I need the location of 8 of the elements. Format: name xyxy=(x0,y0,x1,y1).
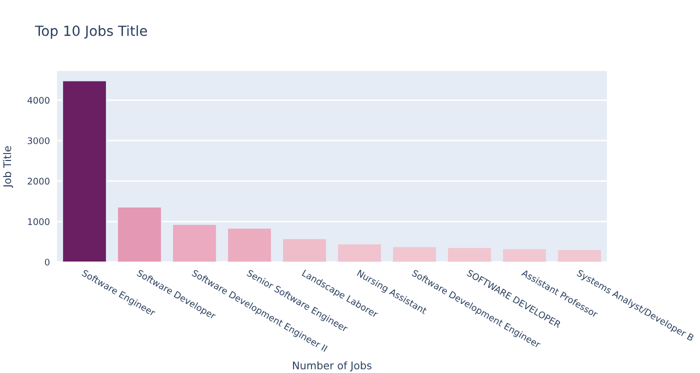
chart-title: Top 10 Jobs Title xyxy=(34,25,148,39)
y-tick-label: 4000 xyxy=(28,96,50,104)
y-tick-label: 0 xyxy=(44,258,50,266)
y-tick-label: 1000 xyxy=(28,218,50,226)
y-tick-label: 3000 xyxy=(28,137,50,144)
y-axis-title: Job Title xyxy=(3,146,14,188)
y-tick-label: 2000 xyxy=(28,178,50,185)
x-axis-title: Number of Jobs xyxy=(293,361,372,372)
